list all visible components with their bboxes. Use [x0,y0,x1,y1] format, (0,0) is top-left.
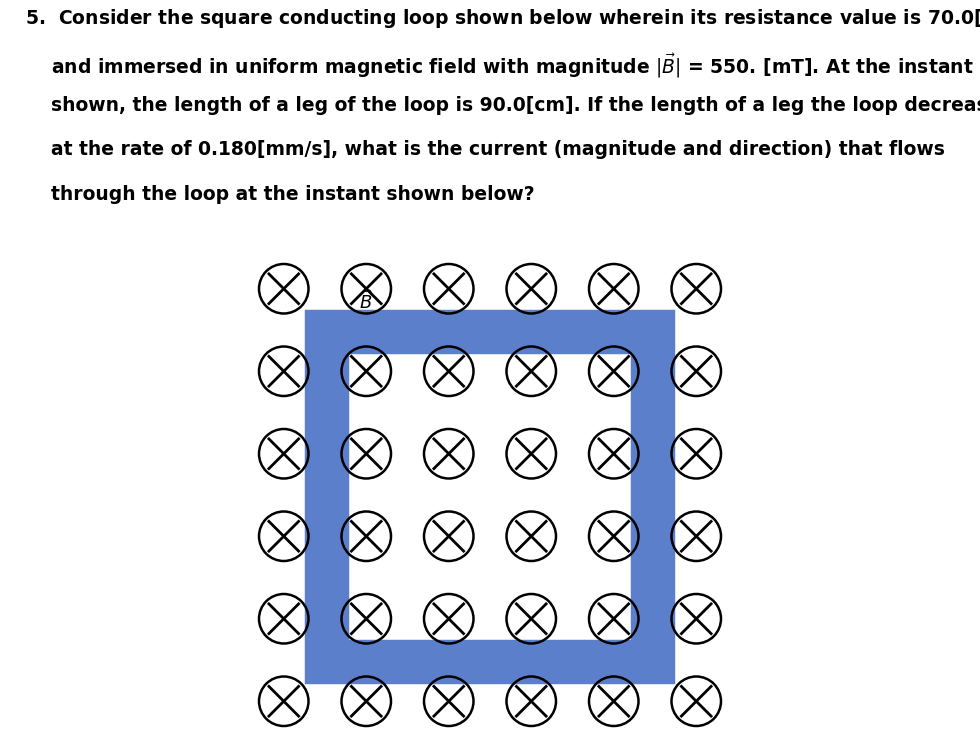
Text: shown, the length of a leg of the loop is 90.0[cm]. If the length of a leg the l: shown, the length of a leg of the loop i… [24,96,980,115]
Text: 5.  Consider the square conducting loop shown below wherein its resistance value: 5. Consider the square conducting loop s… [24,8,980,30]
Text: at the rate of 0.180[mm/s], what is the current (magnitude and direction) that f: at the rate of 0.180[mm/s], what is the … [24,140,945,160]
Text: through the loop at the instant shown below?: through the loop at the instant shown be… [24,184,534,204]
Text: $\vec{B}$: $\vec{B}$ [360,290,373,313]
Bar [326,332,654,662]
Text: and immersed in uniform magnetic field with magnitude $|\vec{B}|$ = 550. [mT]. A: and immersed in uniform magnetic field w… [24,52,973,80]
